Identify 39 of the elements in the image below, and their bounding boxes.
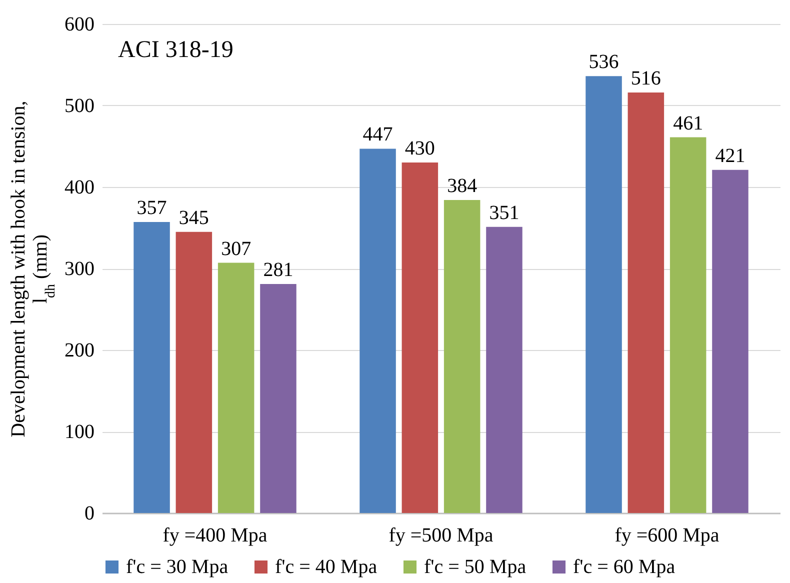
bar [218, 262, 254, 513]
bar [628, 92, 664, 513]
legend-label: f'c = 60 Mpa [573, 556, 676, 578]
bar [670, 137, 706, 513]
data-label: 307 [221, 238, 252, 260]
data-label: 430 [404, 138, 435, 160]
y-tick-label: 400 [64, 176, 94, 198]
bar [402, 162, 438, 513]
bar [712, 170, 748, 513]
data-label: 421 [715, 144, 746, 167]
x-tick-label: fy =400 Mpa [162, 524, 268, 546]
y-tick-label: 0 [84, 502, 94, 524]
bar [444, 200, 480, 513]
bar [586, 76, 622, 513]
data-label: 461 [673, 112, 704, 134]
data-label: 536 [588, 51, 619, 74]
bar [486, 226, 522, 513]
y-tick-label: 600 [64, 14, 94, 36]
annotation: ACI 318-19 [118, 37, 234, 63]
x-tick-label: fy =600 Mpa [614, 524, 720, 546]
data-label: 516 [630, 67, 661, 90]
y-tick-label: 100 [64, 421, 94, 443]
bar [360, 148, 396, 513]
legend-label: f'c = 50 Mpa [424, 556, 526, 578]
data-label: 281 [263, 258, 294, 281]
data-label: 447 [362, 124, 393, 146]
legend-label: f'c = 30 Mpa [126, 556, 228, 578]
data-label: 351 [489, 202, 520, 224]
data-label: 345 [178, 206, 209, 229]
data-label: 384 [447, 175, 478, 198]
legend-label: f'c = 40 Mpa [275, 556, 378, 578]
y-tick-label: 200 [64, 340, 94, 362]
y-tick-label: 300 [64, 258, 94, 280]
bar [176, 232, 212, 513]
bar [260, 284, 296, 513]
data-label: 357 [136, 197, 167, 220]
y-tick-label: 500 [64, 95, 94, 117]
bar [134, 222, 170, 513]
x-tick-label: fy =500 Mpa [388, 524, 494, 546]
